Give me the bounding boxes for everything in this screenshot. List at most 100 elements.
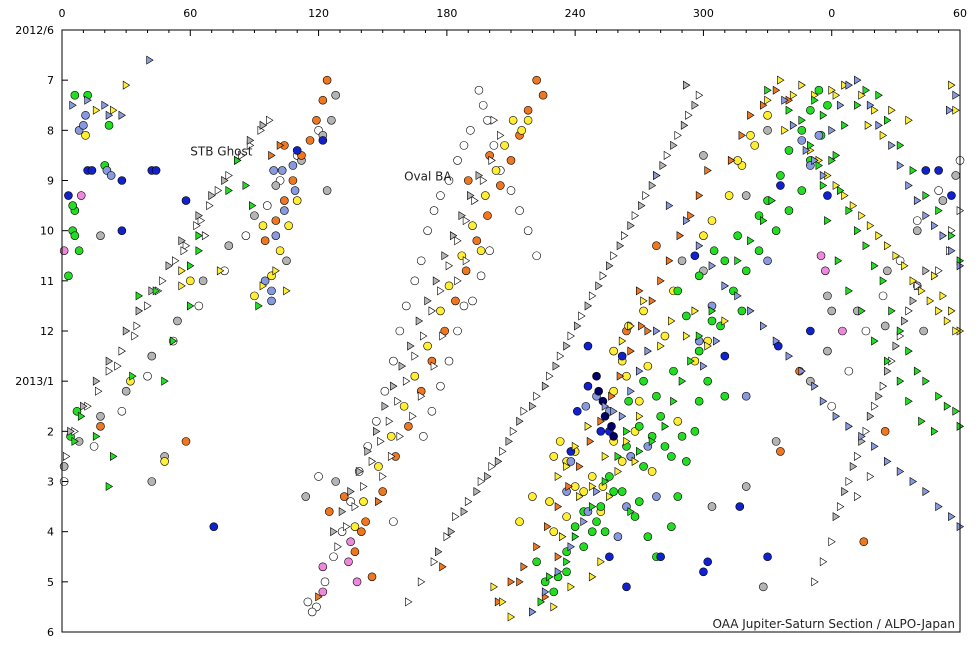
white-triangle-point [509,426,518,436]
lightblue-triangle-point [939,231,947,241]
lightblue-circle-point [277,166,287,175]
pink-circle-point [76,191,86,200]
yellow-circle-point [639,306,648,316]
white-triangle-point [862,426,870,436]
gray-triangle-point [165,261,173,271]
white-circle-point [395,326,405,336]
yellow-triangle-point [563,461,571,471]
lightblue-triangle-point [772,336,781,346]
orange-circle-point [483,211,492,220]
white-circle-point [844,366,854,376]
gray-triangle-point [494,456,503,466]
gray-triangle-point [909,296,918,306]
yellow-circle-point [528,492,537,501]
lightblue-triangle-point [858,431,866,441]
yellow-circle-point [647,467,657,476]
white-triangle-point [387,451,396,461]
gray-triangle-point [529,401,537,411]
yellow-triangle-point [601,451,610,461]
green-triangle-point [546,572,554,582]
yellow-triangle-point [892,251,900,261]
x-tick-label: 180 [436,7,457,20]
yellow-circle-point [258,221,268,230]
green-circle-point [797,126,807,135]
yellow-triangle-point [110,105,118,115]
lightblue-triangle-point [734,291,742,301]
blue-circle-point [117,176,127,185]
x-tick-label: 0 [59,7,66,20]
yellow-circle-point [374,462,383,471]
green-circle-point [673,286,683,296]
lightblue-triangle-point [922,211,930,221]
white-triangle-point [599,271,608,281]
green-triangle-point [785,105,794,115]
lightblue-triangle-point [845,80,853,90]
lightblue-triangle-point [118,110,126,120]
green-circle-point [797,186,807,195]
gray-triangle-point [447,527,456,537]
orange-circle-point [350,547,360,557]
y-tick-label: 4 [47,526,54,539]
blue-circle-point [690,251,700,261]
orange-circle-point [288,176,298,185]
yellow-triangle-point [948,306,956,316]
green-circle-point [814,85,824,95]
white-triangle-point [430,361,439,371]
yellow-triangle-point [490,582,498,592]
lightblue-circle-point [814,131,824,140]
white-triangle-point [360,481,368,492]
pink-circle-point [346,537,355,547]
yellow-circle-point [587,472,597,481]
gray-circle-point [301,492,311,501]
gray-triangle-point [195,211,203,221]
lightblue-circle-point [613,532,623,541]
orange-circle-point [96,422,105,431]
y-tick-label: 9 [47,175,54,188]
pink-circle-point [352,577,362,587]
lightblue-triangle-point [836,100,845,110]
white-triangle-point [610,251,618,261]
gray-triangle-point [584,301,593,311]
white-triangle-point [131,331,139,341]
orange-triangle-point [695,191,704,201]
green-circle-point [639,376,648,386]
white-circle-point [389,356,398,366]
yellow-circle-point [491,166,501,175]
lightblue-triangle-point [871,441,879,451]
white-circle-point [329,552,338,562]
yellow-triangle-point [272,266,280,276]
green-circle-point [624,396,633,406]
white-triangle-point [905,306,913,316]
yellow-triangle-point [943,316,952,326]
green-triangle-point [836,185,845,196]
lightblue-triangle-point [653,170,661,181]
pink-circle-point [820,266,830,276]
yellow-triangle-point [567,582,575,592]
yellow-triangle-point [858,90,866,100]
gray-circle-point [147,477,157,486]
lightblue-circle-point [267,286,276,296]
gray-circle-point [823,346,832,356]
white-circle-point [485,246,494,256]
green-triangle-point [884,356,892,366]
orange-circle-point [367,572,377,582]
green-triangle-point [935,391,943,401]
orange-triangle-point [627,346,635,356]
white-circle-point [429,206,439,215]
green-circle-point [741,266,751,276]
white-triangle-point [159,276,167,286]
yellow-triangle-point [888,105,896,115]
white-circle-point [466,126,475,135]
green-triangle-point [943,401,952,411]
blue-circle-point [117,226,127,235]
orange-triangle-point [276,140,285,150]
green-triangle-point [670,396,678,406]
orange-triangle-point [648,296,657,306]
orange-circle-point [357,527,366,536]
yellow-circle-point [707,216,717,225]
gray-triangle-point [246,135,255,145]
blue-circle-point [622,582,631,592]
green-triangle-point [935,206,943,216]
blue-circle-point [947,191,956,200]
gray-circle-point [327,116,336,125]
